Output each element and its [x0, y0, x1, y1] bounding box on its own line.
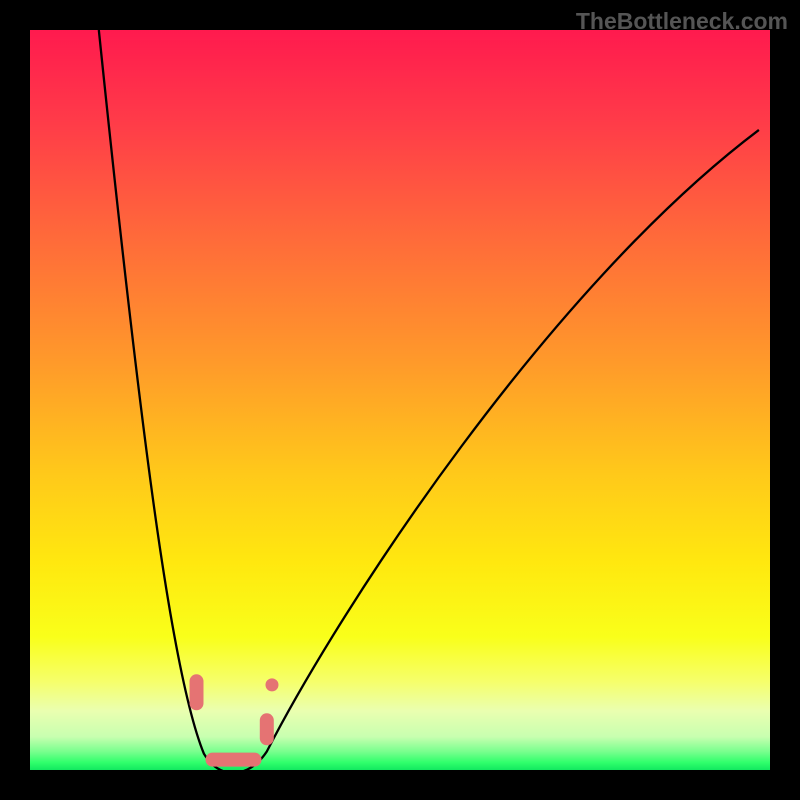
marker-left-cluster — [190, 674, 204, 710]
plot-area — [30, 30, 770, 770]
marker-right-cluster — [260, 713, 274, 745]
marker-bottom-cluster — [206, 753, 262, 767]
plot-svg — [30, 30, 770, 770]
marker-right-dot-upper — [265, 678, 278, 691]
watermark-text: TheBottleneck.com — [576, 8, 788, 35]
figure-container: TheBottleneck.com — [0, 0, 800, 800]
